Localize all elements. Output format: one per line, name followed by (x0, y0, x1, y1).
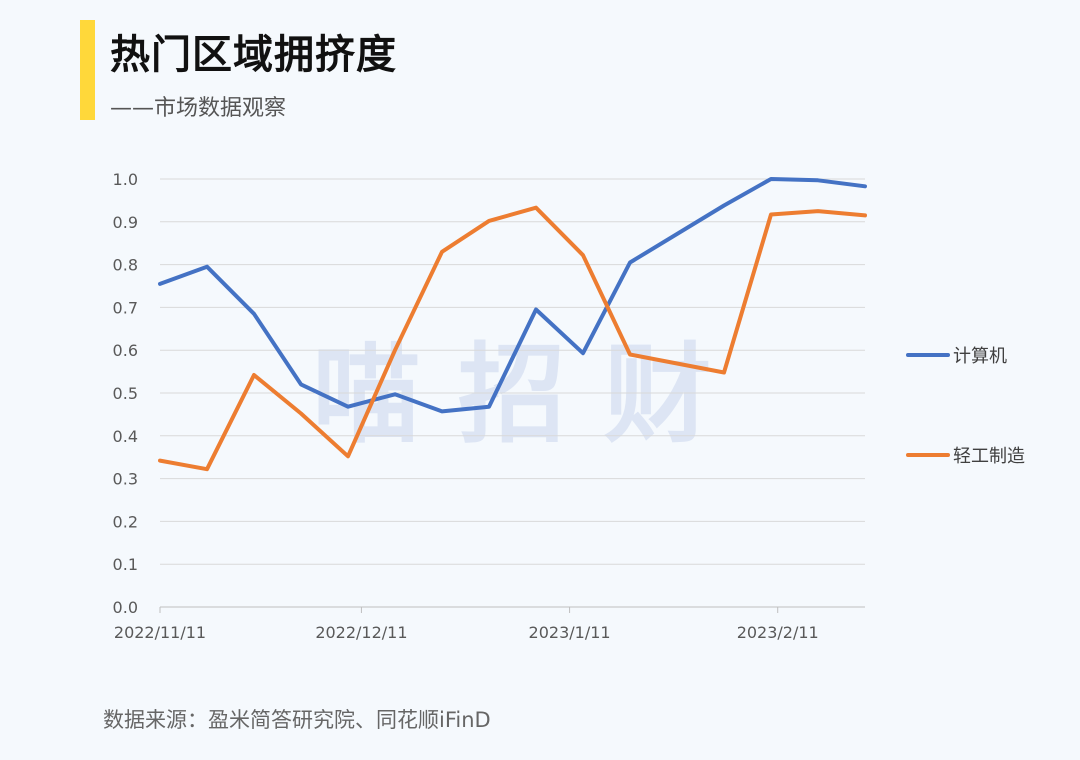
series-1-point (628, 260, 632, 264)
x-tick-label: 2022/12/11 (315, 623, 407, 642)
y-tick-label: 1.0 (113, 170, 138, 189)
y-tick-label: 0.3 (113, 470, 138, 489)
series-2-point (299, 412, 303, 416)
series-1-point (299, 382, 303, 386)
title-accent-bar (80, 20, 95, 120)
series-2-point (722, 370, 726, 374)
series-2-point (863, 213, 867, 217)
x-tick-label: 2023/2/11 (737, 623, 819, 642)
page-subtitle: ——市场数据观察 (110, 96, 287, 121)
series-2-point (252, 373, 256, 377)
y-tick-label: 0.9 (113, 213, 138, 232)
series-1-point (487, 405, 491, 409)
legend-label-2: 轻工制造 (953, 446, 1025, 467)
series-2-point (816, 209, 820, 213)
y-tick-label: 0.8 (113, 256, 138, 275)
legend-label-1: 计算机 (953, 346, 1007, 367)
y-tick-label: 0.2 (113, 512, 138, 531)
series-2-point (346, 454, 350, 458)
series-2-point (581, 253, 585, 257)
series-2-point (158, 459, 162, 463)
series-2-point (440, 250, 444, 254)
series-2-point (393, 348, 397, 352)
series-2-point (487, 219, 491, 223)
series-1-point (252, 312, 256, 316)
x-tick-label: 2022/11/11 (114, 623, 206, 642)
series-1-point (769, 177, 773, 181)
watermark-text: 喵 招 财 (312, 333, 711, 458)
series-2-point (628, 352, 632, 356)
series-2-point (534, 206, 538, 210)
series-1-point (393, 392, 397, 396)
y-tick-label: 0.7 (113, 298, 138, 317)
line-chart: 喵 招 财 0.0 0.1 0.2 0.3 0.4 0.5 0.6 0.7 0.8 0.9 1.0 20… (113, 170, 1025, 642)
y-tick-label: 0.1 (113, 555, 138, 574)
series-1-point (205, 265, 209, 269)
series-1-point (158, 282, 162, 286)
y-tick-label: 0.5 (113, 384, 138, 403)
y-tick-label: 0.4 (113, 427, 138, 446)
series-2-point (769, 213, 773, 217)
y-tick-label: 0.6 (113, 341, 138, 360)
series-line-2 (158, 205, 867, 472)
page-title: 热门区域拥挤度 (110, 32, 397, 78)
series-line-1 (158, 177, 867, 414)
y-tick-label: 0.0 (113, 598, 138, 617)
series-1-point (346, 405, 350, 409)
series-1-point (722, 204, 726, 208)
series-1-point (816, 178, 820, 182)
x-tick-label: 2023/1/11 (529, 623, 611, 642)
series-1-point (440, 409, 444, 413)
data-source-note: 数据来源：盈米简答研究院、同花顺iFinD (103, 708, 491, 732)
series-2-point (205, 467, 209, 471)
series-1-point (863, 184, 867, 188)
series-1-point (534, 308, 538, 312)
series-1-point (581, 351, 585, 355)
